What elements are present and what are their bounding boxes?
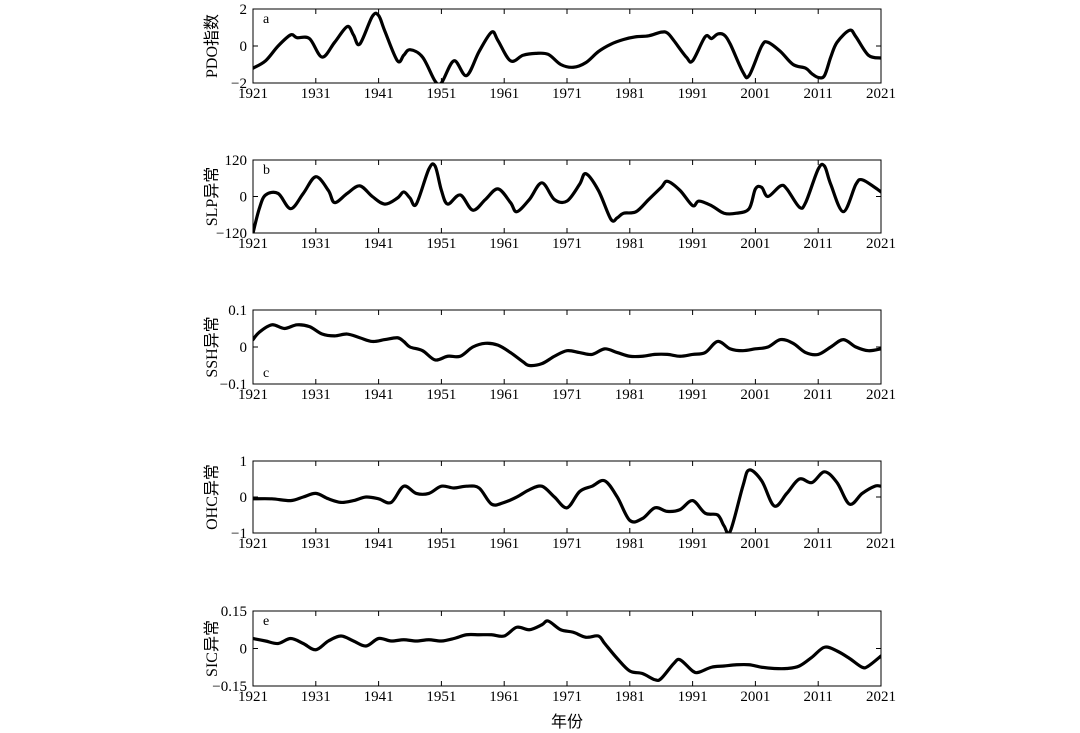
y-tick-label: −120 [216, 226, 247, 242]
y-axis-label: SIC异常 [203, 620, 221, 677]
x-tick-label: 2021 [866, 689, 896, 705]
y-tick-label: 1 [240, 454, 248, 470]
chart-panel-1: 1921 1931 1941 1951 1961 1971 1981 1991 2001 2011… [203, 2, 896, 102]
y-tick-label: 0 [240, 642, 248, 658]
y-tick-label: 0 [240, 190, 248, 206]
x-tick-label: 2011 [803, 387, 832, 403]
x-tick-label: 1941 [364, 387, 394, 403]
x-tick-label: 1991 [678, 387, 708, 403]
y-tick-label: 0 [240, 39, 248, 55]
plot-frame [252, 8, 882, 84]
x-tick-label: 1991 [678, 236, 708, 252]
x-tick-label: 2021 [866, 86, 896, 102]
panel-letter: e [263, 614, 269, 629]
x-tick-label: 1961 [489, 387, 519, 403]
x-tick-label: 1961 [489, 236, 519, 252]
x-tick-label: 1981 [615, 236, 645, 252]
x-tick-label: 2021 [866, 536, 896, 552]
x-tick-label: 2011 [803, 536, 832, 552]
chart-panel-4: 1921 1931 1941 1951 1961 1971 1981 1991 2001 2011… [203, 454, 896, 552]
series-line [253, 468, 881, 533]
x-tick-label: 2001 [740, 236, 770, 252]
x-tick-label: 1971 [552, 689, 582, 705]
x-tick-label: 2001 [740, 536, 770, 552]
x-tick-label: 1981 [615, 86, 645, 102]
x-tick-label: 1921 [238, 236, 268, 252]
x-tick-label: 1951 [426, 387, 456, 403]
x-tick-label: 1991 [678, 86, 708, 102]
x-tick-label: 1971 [552, 536, 582, 552]
x-tick-label: 1931 [301, 387, 331, 403]
y-tick-label: 120 [225, 153, 248, 169]
y-axis-label: OHC异常 [203, 464, 221, 530]
series-line [253, 619, 881, 683]
series-line [253, 162, 881, 233]
x-tick-label: 2001 [740, 387, 770, 403]
panel-letter: b [263, 163, 270, 178]
x-tick-label: 1941 [364, 86, 394, 102]
chart-panel-3: 1921 1931 1941 1951 1961 1971 1981 1991 2001 2011… [203, 303, 896, 403]
x-tick-label: 1951 [426, 536, 456, 552]
x-tick-label: 1951 [426, 689, 456, 705]
x-tick-label: 1971 [552, 387, 582, 403]
x-tick-label: 2021 [866, 387, 896, 403]
y-tick-label: −0.15 [212, 679, 247, 695]
x-axis-label: 年份 [551, 712, 583, 731]
x-tick-label: 1981 [615, 536, 645, 552]
y-tick-label: −2 [231, 76, 247, 92]
x-tick-label: 1951 [426, 86, 456, 102]
chart-panel-2: 1921 1931 1941 1951 1961 1971 1981 1991 2001 2011… [203, 153, 896, 252]
x-tick-label: 1951 [426, 236, 456, 252]
x-tick-label: 2021 [866, 236, 896, 252]
x-tick-label: 1971 [552, 236, 582, 252]
x-tick-label: 1961 [489, 86, 519, 102]
y-tick-label: 2 [240, 2, 248, 18]
x-tick-label: 1921 [238, 86, 268, 102]
x-tick-label: 1981 [615, 387, 645, 403]
y-tick-label: 0.15 [221, 604, 247, 620]
plot-frame [252, 309, 882, 385]
x-tick-label: 1931 [301, 236, 331, 252]
x-tick-label: 1921 [238, 689, 268, 705]
x-tick-label: 1941 [364, 536, 394, 552]
y-axis-label: SSH异常 [203, 316, 221, 377]
x-tick-label: 1981 [615, 689, 645, 705]
panel-letter: a [263, 12, 270, 27]
x-tick-label: 1931 [301, 689, 331, 705]
x-tick-label: 2011 [803, 689, 832, 705]
chart-panel-5: 1921 1931 1941 1951 1961 1971 1981 1991 2001 2011… [203, 604, 896, 731]
x-tick-label: 1961 [489, 689, 519, 705]
plot-frame [252, 159, 882, 234]
y-tick-label: 0 [240, 490, 248, 506]
x-tick-label: 1991 [678, 689, 708, 705]
x-tick-label: 2001 [740, 689, 770, 705]
x-tick-label: 2001 [740, 86, 770, 102]
x-tick-label: 2011 [803, 86, 832, 102]
plot-frame [252, 460, 882, 534]
y-axis-label: SLP异常 [203, 167, 221, 227]
x-tick-label: 1931 [301, 536, 331, 552]
x-tick-label: 2011 [803, 236, 832, 252]
y-tick-label: −1 [231, 526, 247, 542]
series-line [253, 323, 881, 368]
x-tick-label: 1921 [238, 387, 268, 403]
y-tick-label: 0 [240, 340, 248, 356]
y-tick-label: 0.1 [228, 303, 247, 319]
x-tick-label: 1921 [238, 536, 268, 552]
y-axis-label: PDO指数 [203, 14, 221, 78]
plot-frame [252, 610, 882, 687]
x-tick-label: 1991 [678, 536, 708, 552]
x-tick-label: 1941 [364, 236, 394, 252]
series-line [253, 11, 881, 83]
y-tick-label: −0.1 [220, 377, 247, 393]
x-tick-label: 1931 [301, 86, 331, 102]
x-tick-label: 1961 [489, 536, 519, 552]
x-tick-label: 1971 [552, 86, 582, 102]
panel-letter: c [263, 366, 269, 381]
x-tick-label: 1941 [364, 689, 394, 705]
